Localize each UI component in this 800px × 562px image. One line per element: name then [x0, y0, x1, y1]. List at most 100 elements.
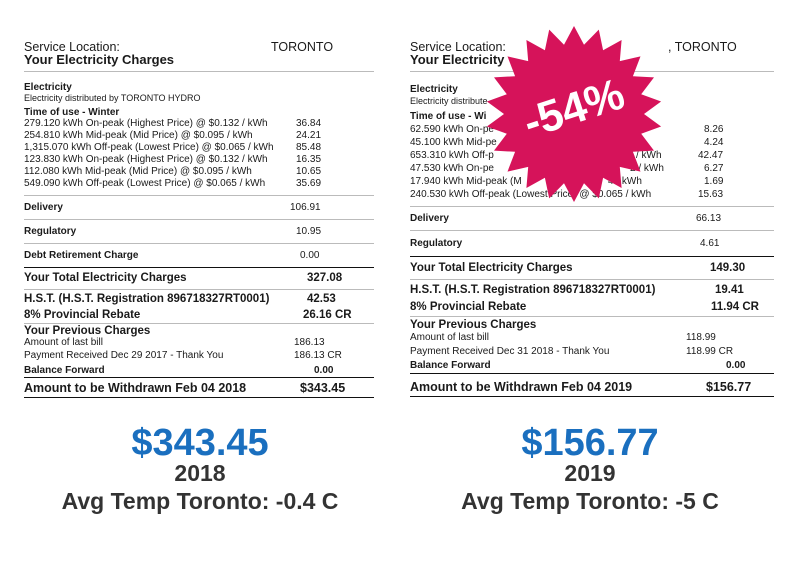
distributor-line: Electricity distribute: [410, 96, 488, 106]
divider: [24, 195, 374, 196]
delivery-amount: 106.91: [290, 202, 321, 213]
usage-desc: 123.830 kWh On-peak (Highest Price) @ $0…: [24, 154, 268, 165]
divider: [410, 256, 774, 257]
usage-desc: 549.090 kWh Off-peak (Lowest Price) @ $0…: [24, 178, 266, 189]
debt-label: Debt Retirement Charge: [24, 250, 139, 261]
usage-row: 17.940 kWh Mid-peak (M 4 / kWh 1.69: [410, 176, 774, 190]
usage-amount: 36.84: [296, 118, 322, 129]
tou-heading: Time of use - Wi: [410, 111, 487, 122]
divider: [24, 289, 374, 290]
usage-row: 549.090 kWh Off-peak (Lowest Price) @ $0…: [24, 178, 374, 192]
usage-desc: 17.940 kWh Mid-peak (M: [410, 176, 522, 187]
avg-temp-label: Avg Temp Toronto: -5 C: [461, 488, 719, 514]
total-amount: 149.30: [710, 262, 746, 274]
total-amount-large: $156.77: [521, 422, 659, 464]
payment-label: Payment Received Dec 29 2017 - Thank You: [24, 350, 224, 361]
usage-amount: 4.24: [704, 137, 724, 148]
regulatory-row: Regulatory 4.61: [410, 238, 774, 252]
hst-amount: 42.53: [307, 293, 336, 305]
divider: [24, 267, 374, 268]
usage-amount: 42.47: [698, 150, 724, 161]
rebate-amount: 26.16 CR: [303, 309, 352, 321]
rebate-row: 8% Provincial Rebate 26.16 CR: [24, 309, 374, 323]
payment-amount: 118.99 CR: [686, 346, 734, 357]
divider: [24, 243, 374, 244]
distributor-line: Electricity distributed by TORONTO HYDRO: [24, 93, 201, 103]
usage-desc: 62.590 kWh On-pe: [410, 124, 494, 135]
usage-desc: 45.100 kWh Mid-pe: [410, 137, 497, 148]
total-amount-large: $343.45: [131, 422, 269, 464]
divider: [410, 230, 774, 231]
usage-amount: 1.69: [704, 176, 724, 187]
divider: [410, 396, 774, 397]
hst-amount: 19.41: [715, 284, 744, 296]
divider: [410, 373, 774, 374]
total-row: Your Total Electricity Charges 149.30: [410, 262, 774, 276]
previous-charges-heading: Your Previous Charges: [24, 325, 151, 337]
withdraw-amount: $343.45: [300, 381, 346, 395]
last-bill-row: Amount of last bill 186.13: [24, 337, 374, 351]
total-amount: 327.08: [307, 272, 343, 284]
usage-desc: 1,315.070 kWh Off-peak (Lowest Price) @ …: [24, 142, 274, 153]
balance-label: Balance Forward: [24, 365, 105, 376]
total-row: Your Total Electricity Charges 327.08: [24, 272, 374, 286]
usage-amount: 8.26: [704, 124, 724, 135]
usage-amount: 16.35: [296, 154, 322, 165]
last-bill-amount: 186.13: [294, 337, 325, 348]
usage-row: 254.810 kWh Mid-peak (Mid Price) @ $0.09…: [24, 130, 374, 144]
usage-amount: 6.27: [704, 163, 724, 174]
usage-row: 47.530 kWh On-pe 2 / kWh 6.27: [410, 163, 774, 177]
previous-charges-heading: Your Previous Charges: [410, 319, 537, 331]
hst-row: H.S.T. (H.S.T. Registration 896718327RT0…: [410, 284, 774, 298]
usage-row: 112.080 kWh Mid-peak (Mid Price) @ $0.09…: [24, 166, 374, 180]
last-bill-amount: 118.99: [686, 332, 716, 343]
hst-label: H.S.T. (H.S.T. Registration 896718327RT0…: [410, 284, 656, 296]
service-location-label: Service Location:: [24, 40, 120, 54]
service-location-city: TORONTO: [271, 40, 334, 54]
usage-amount: 85.48: [296, 142, 322, 153]
payment-amount: 186.13 CR: [294, 350, 342, 361]
usage-desc: 112.080 kWh Mid-peak (Mid Price) @ $0.09…: [24, 166, 252, 177]
balance-amount: 0.00: [314, 365, 334, 376]
withdraw-label: Amount to be Withdrawn Feb 04 2019: [410, 380, 633, 394]
tou-heading: Time of use - Winter: [24, 107, 120, 118]
service-location-row: Service Location: TORONTO: [24, 40, 374, 54]
divider: [410, 316, 774, 317]
bill-title: Your Electricity Charges: [24, 52, 175, 67]
usage-desc: 240.530 kWh Off-peak (Lowest Price) @ $0…: [410, 189, 652, 200]
starburst-shape: [486, 26, 662, 202]
delivery-label: Delivery: [24, 202, 63, 213]
payment-label: Payment Received Dec 31 2018 - Thank You: [410, 346, 610, 357]
usage-row: 45.100 kWh Mid-pe 4.24: [410, 137, 774, 151]
usage-amount: 15.63: [698, 189, 724, 200]
regulatory-amount: 4.61: [700, 238, 720, 249]
electricity-heading: Electricity: [410, 84, 458, 95]
payment-row: Payment Received Dec 31 2018 - Thank You…: [410, 346, 774, 360]
usage-row: 653.310 kWh Off-p / kWh 42.47: [410, 150, 774, 164]
usage-desc-tail: 2 / kWh: [630, 163, 664, 174]
balance-row: Balance Forward 0.00: [410, 360, 774, 374]
divider: [24, 219, 374, 220]
service-location-row: Service Location: , TORONTO: [410, 40, 774, 54]
debt-row: Debt Retirement Charge 0.00: [24, 250, 374, 264]
last-bill-row: Amount of last bill 118.99: [410, 332, 774, 346]
usage-desc: 47.530 kWh On-pe: [410, 163, 494, 174]
divider: [24, 397, 374, 398]
withdraw-row: Amount to be Withdrawn Feb 04 2019 $156.…: [410, 380, 774, 394]
balance-amount: 0.00: [726, 360, 746, 371]
usage-desc: 254.810 kWh Mid-peak (Mid Price) @ $0.09…: [24, 130, 253, 141]
divider: [24, 323, 374, 324]
hst-label: H.S.T. (H.S.T. Registration 896718327RT0…: [24, 293, 270, 305]
balance-label: Balance Forward: [410, 360, 491, 371]
divider: [24, 71, 374, 72]
service-location-city: , TORONTO: [668, 40, 737, 54]
hst-row: H.S.T. (H.S.T. Registration 896718327RT0…: [24, 293, 374, 307]
last-bill-label: Amount of last bill: [410, 332, 489, 343]
payment-row: Payment Received Dec 29 2017 - Thank You…: [24, 350, 374, 364]
usage-amount: 24.21: [296, 130, 322, 141]
delivery-amount: 66.13: [696, 213, 722, 224]
rebate-label: 8% Provincial Rebate: [24, 309, 141, 321]
divider: [410, 206, 774, 207]
usage-desc-tail: 4 / kWh: [608, 176, 642, 187]
starburst-badge: [486, 26, 662, 202]
